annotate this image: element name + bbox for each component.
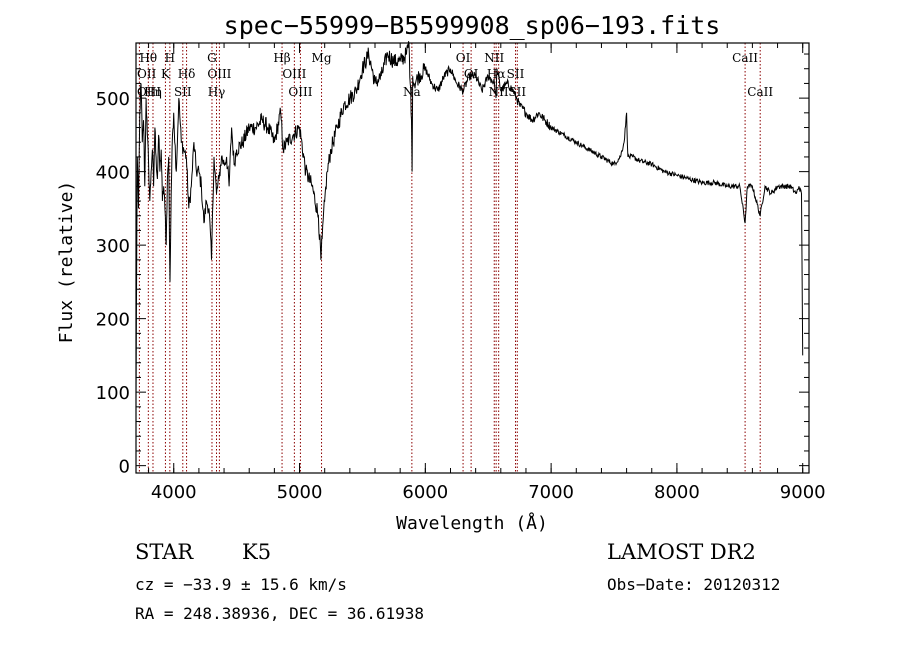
x-tick-label: 8000 bbox=[654, 482, 700, 503]
y-tick-label: 0 bbox=[119, 457, 130, 478]
spectral-line-label: Mg bbox=[312, 51, 332, 65]
y-tick-label: 500 bbox=[96, 89, 130, 110]
spectral-line-label: Na bbox=[403, 85, 421, 99]
object-subclass: K5 bbox=[242, 540, 271, 564]
x-axis-label: Wavelength (Å) bbox=[396, 512, 548, 534]
spectral-line-label: Hα bbox=[487, 67, 506, 81]
spectral-line-label: CaII bbox=[732, 51, 758, 65]
spectral-line-label: Hβ bbox=[273, 51, 290, 65]
spectral-line-label: OII bbox=[137, 67, 157, 81]
x-tick-label: 9000 bbox=[780, 482, 826, 503]
coordinates-readout: RA = 248.38936, DEC = 36.61938 bbox=[135, 604, 424, 623]
spectral-line-label: OI bbox=[464, 67, 479, 81]
spectral-line-label: SII bbox=[508, 85, 526, 99]
plot-frame bbox=[135, 42, 810, 474]
spectral-line-label: NII bbox=[484, 51, 504, 65]
observation-date: Obs−Date: 20120312 bbox=[607, 575, 780, 594]
spectral-line-label: Hη bbox=[144, 85, 162, 99]
spectral-line-label: SII bbox=[507, 67, 525, 81]
spectral-line-label: SII bbox=[174, 85, 192, 99]
spectral-line-label: Hδ bbox=[178, 67, 196, 81]
y-tick-label: 100 bbox=[96, 383, 130, 404]
survey-name: LAMOST DR2 bbox=[607, 540, 756, 564]
spectral-line-label: CaII bbox=[747, 85, 773, 99]
spectral-line-label: OI bbox=[456, 51, 471, 65]
spectral-line-label: OIII bbox=[137, 85, 161, 99]
spectral-line-label: Hγ bbox=[208, 85, 226, 99]
spectral-line-label: OIII bbox=[207, 67, 231, 81]
x-tick-label: 6000 bbox=[402, 482, 448, 503]
y-axis-label: Flux (relative) bbox=[56, 181, 77, 344]
x-tick-label: 7000 bbox=[528, 482, 574, 503]
spectral-line-label: K bbox=[161, 67, 171, 81]
chart-title: spec−55999−B5599908_sp06−193.fits bbox=[224, 11, 721, 40]
spectral-line-label: Hθ bbox=[139, 51, 157, 65]
spectral-line-label: OIII bbox=[288, 85, 312, 99]
spectral-line-label: H bbox=[165, 51, 175, 65]
object-type: STAR bbox=[135, 540, 194, 564]
y-axis-ticks: 0 100 200 300 400 500 bbox=[96, 53, 809, 478]
spectrum-line bbox=[135, 41, 804, 400]
x-axis-ticks: 4000 5000 6000 7000 8000 9000 bbox=[148, 43, 826, 503]
spectral-line-markers bbox=[138, 43, 761, 473]
y-tick-label: 200 bbox=[96, 310, 130, 331]
y-tick-label: 400 bbox=[96, 163, 130, 184]
x-tick-label: 5000 bbox=[277, 482, 323, 503]
x-tick-label: 4000 bbox=[151, 482, 197, 503]
redshift-readout: cz = −33.9 ± 15.6 km/s bbox=[135, 575, 347, 594]
y-tick-label: 300 bbox=[96, 236, 130, 257]
spectral-line-label: OIII bbox=[282, 67, 306, 81]
spectral-line-label: NII bbox=[489, 85, 509, 99]
spectral-line-label: G bbox=[207, 51, 217, 65]
spectrum-series bbox=[135, 41, 804, 400]
